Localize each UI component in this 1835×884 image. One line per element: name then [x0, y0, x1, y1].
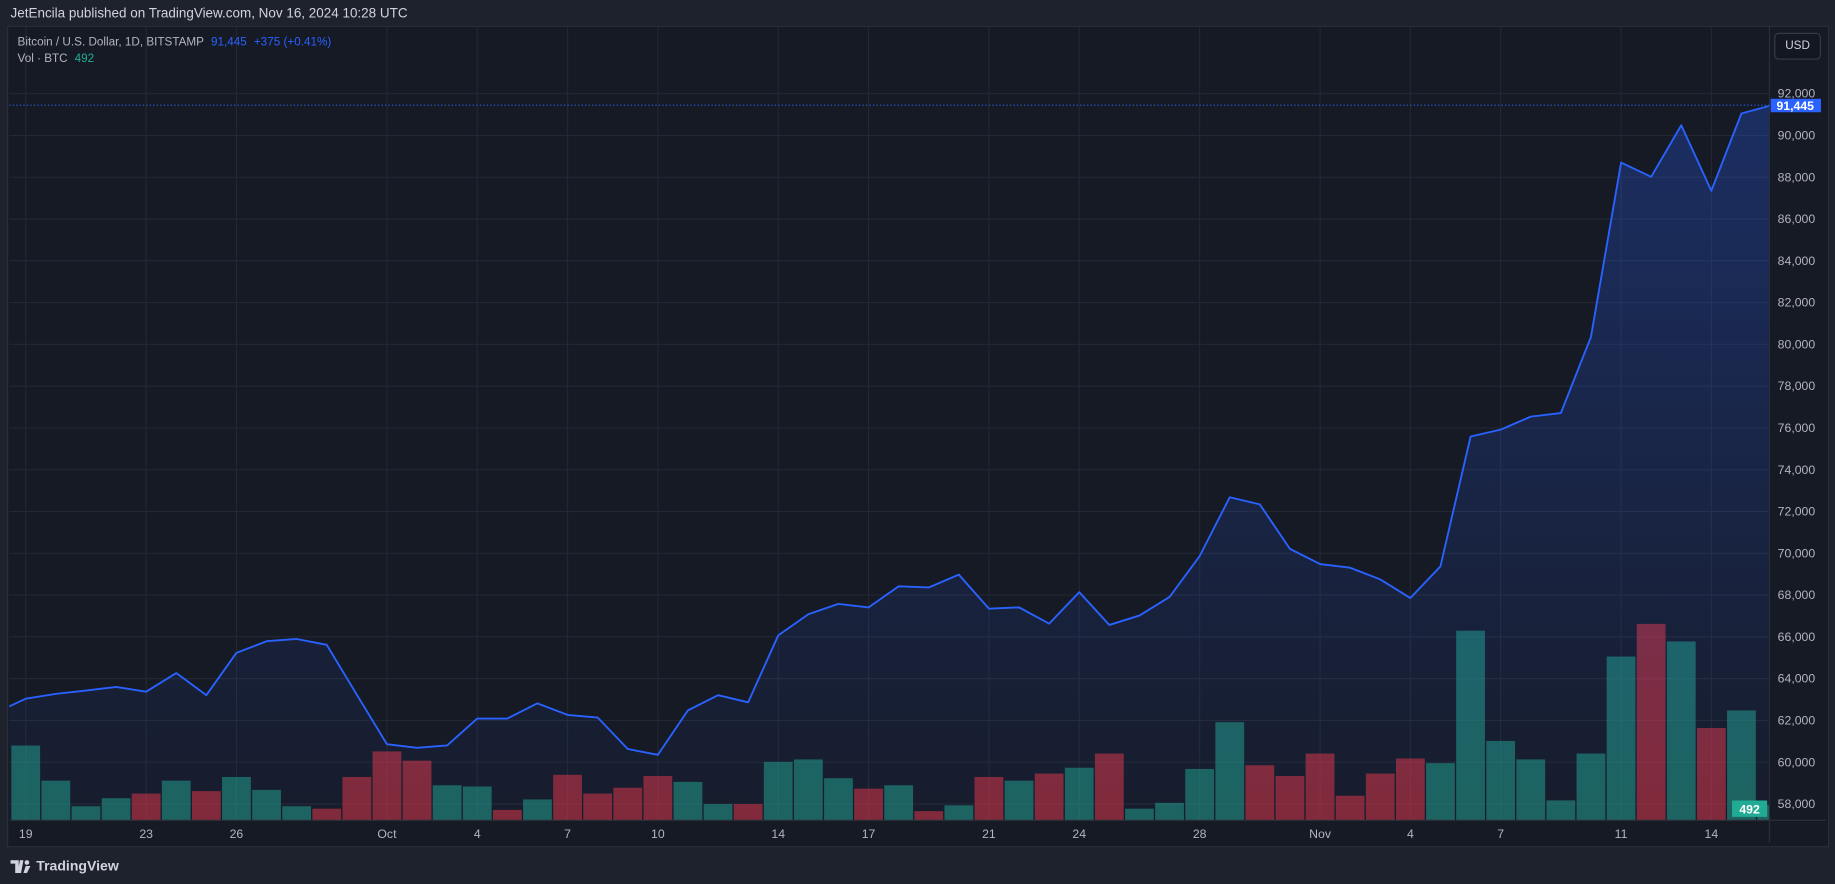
- symbol-title[interactable]: Bitcoin / U.S. Dollar, 1D, BITSTAMP: [17, 36, 204, 50]
- y-tick-label: 84,000: [1778, 254, 1816, 268]
- x-tick-label: 26: [230, 827, 244, 841]
- tradingview-logo[interactable]: TradingView: [10, 857, 119, 875]
- x-tick-label: 4: [474, 827, 481, 841]
- y-tick-label: 88,000: [1778, 170, 1816, 184]
- y-tick-label: 70,000: [1778, 546, 1816, 560]
- y-tick-label: 78,000: [1778, 379, 1816, 393]
- price-series: [9, 104, 1770, 821]
- x-tick-label: 17: [862, 827, 876, 841]
- x-tick-label: 28: [1193, 827, 1207, 841]
- tradingview-logo-icon: [10, 859, 31, 873]
- x-tick-label: 11: [1615, 827, 1628, 841]
- y-tick-label: 82,000: [1778, 296, 1816, 310]
- published-by: JetEncila published on TradingView.com, …: [10, 7, 408, 22]
- price-axis[interactable]: 92,000 90,000 88,000 86,000 84,000 82,000 80,0…: [1778, 87, 1816, 811]
- y-tick-label: 86,000: [1778, 212, 1816, 226]
- x-tick-label: 4: [1407, 827, 1414, 841]
- x-tick-label: Nov: [1309, 827, 1332, 841]
- brand-name: TradingView: [36, 857, 119, 875]
- y-tick-label: 90,000: [1778, 129, 1816, 143]
- chart-legend: Bitcoin / U.S. Dollar, 1D, BITSTAMP 91,44…: [18, 35, 332, 68]
- volume-tag: [1732, 800, 1768, 817]
- price-change: +375 (+0.41%): [253, 36, 332, 50]
- volume-tag-text: 492: [1739, 802, 1760, 816]
- x-tick-label: 14: [771, 827, 785, 841]
- y-tick-label: 76,000: [1778, 421, 1816, 435]
- y-tick-label: 80,000: [1778, 337, 1816, 351]
- x-tick-label: Oct: [377, 827, 397, 841]
- last-price-tag: [1770, 98, 1821, 113]
- y-tick-label: 68,000: [1778, 588, 1816, 602]
- y-tick-label: 62,000: [1778, 714, 1816, 728]
- y-tick-label: 92,000: [1778, 87, 1816, 101]
- y-tick-label: 72,000: [1778, 505, 1816, 519]
- x-tick-label: 24: [1072, 827, 1086, 841]
- time-axis[interactable]: 19 23 26 Oct 4 7 10 14 17 21 24 28 Nov 4 7 11 14: [19, 827, 1718, 841]
- x-tick-label: 23: [139, 827, 153, 841]
- y-tick-label: 66,000: [1778, 630, 1816, 644]
- currency-button[interactable]: USD: [1774, 32, 1821, 60]
- x-tick-label: 7: [1497, 827, 1504, 841]
- x-tick-label: 21: [982, 827, 996, 841]
- x-tick-label: 19: [19, 827, 33, 841]
- y-tick-label: 74,000: [1778, 463, 1816, 477]
- y-tick-label: 58,000: [1778, 797, 1816, 811]
- last-price: 91,445: [211, 36, 247, 50]
- y-tick-label: 60,000: [1778, 755, 1816, 769]
- price-area: [9, 105, 1770, 821]
- x-tick-label: 14: [1705, 827, 1719, 841]
- price-line: [9, 104, 1770, 756]
- y-tick-label: 64,000: [1778, 672, 1816, 686]
- x-tick-label: 10: [651, 827, 665, 841]
- volume-value: 492: [74, 52, 95, 66]
- volume-label[interactable]: Vol · BTC: [17, 52, 68, 66]
- x-tick-label: 7: [564, 827, 571, 841]
- last-price-tag-text: 91,445: [1776, 99, 1814, 113]
